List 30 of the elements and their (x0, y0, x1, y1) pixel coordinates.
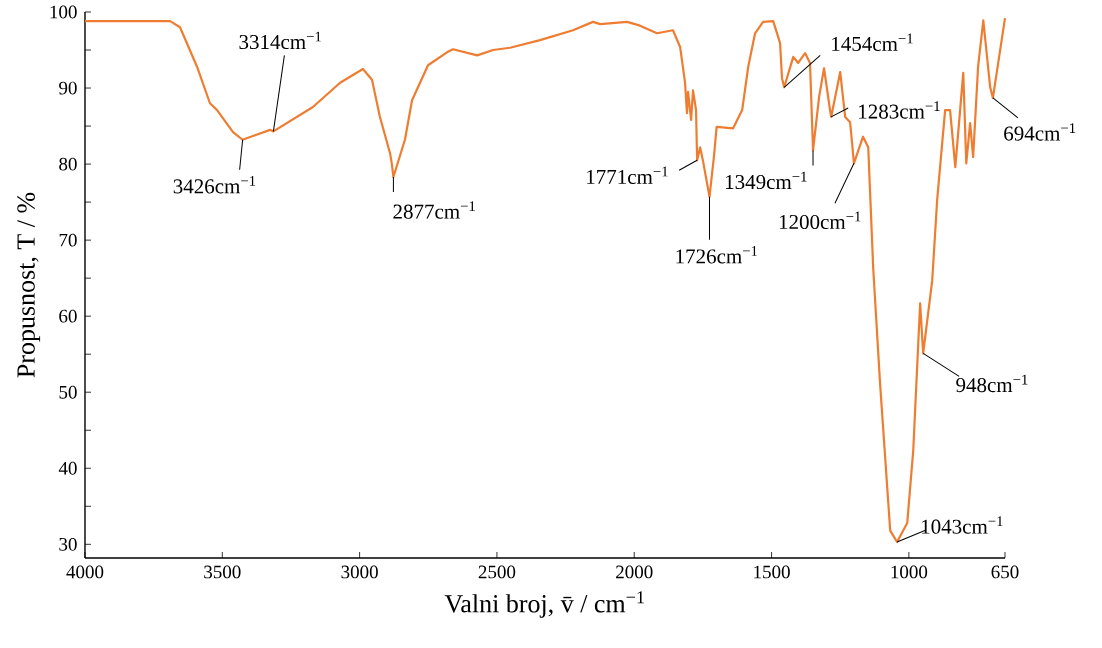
x-tick-label: 650 (991, 565, 1019, 579)
x-tick-label: 3000 (341, 565, 378, 579)
annotation: 3426cm$^{−1}$ (173, 176, 256, 194)
annotation: 1349cm$^{−1}$ (725, 171, 807, 190)
y-tick-label: 60 (59, 309, 77, 323)
annotation: 3314cm$^{−1}$ (239, 31, 321, 50)
annotation: 1200cm$^{−1}$ (779, 211, 861, 230)
annotation: 694cm$^{−1}$ (1004, 123, 1076, 141)
x-tick-label: 3500 (204, 565, 241, 579)
annotation: 948cm$^{−1}$ (956, 374, 1028, 393)
annotation: 1043cm$^{−1}$ (922, 516, 1003, 534)
y-axis-title: Propusnost, T / % (17, 192, 41, 378)
y-tick-label: 40 (58, 461, 77, 475)
annotation: 2877cm$^{−1}$ (393, 201, 475, 219)
y-tick-label: 30 (59, 537, 77, 551)
annotation: 1454cm$^{−1}$ (832, 33, 913, 51)
annotation: 1726cm$^{−1}$ (676, 246, 758, 264)
y-tick-label: 70 (59, 233, 77, 247)
x-tick-label: 2500 (478, 565, 516, 579)
y-tick-label: 50 (59, 385, 77, 399)
y-tick-label: 100 (50, 5, 77, 19)
y-tick-label: 90 (59, 81, 77, 95)
x-axis-title: Valni broj, v̄ / cm$^{−1}$ (444, 591, 644, 618)
annotation: 1283cm$^{−1}$ (859, 101, 940, 119)
annotation: 1771cm$^{−1}$ (587, 166, 668, 184)
y-tick-label: 80 (59, 157, 77, 171)
x-tick-label: 1500 (754, 565, 790, 579)
x-tick-label: 4000 (66, 565, 104, 579)
x-tick-label: 1000 (891, 565, 928, 579)
x-tick-label: 2000 (616, 565, 653, 579)
